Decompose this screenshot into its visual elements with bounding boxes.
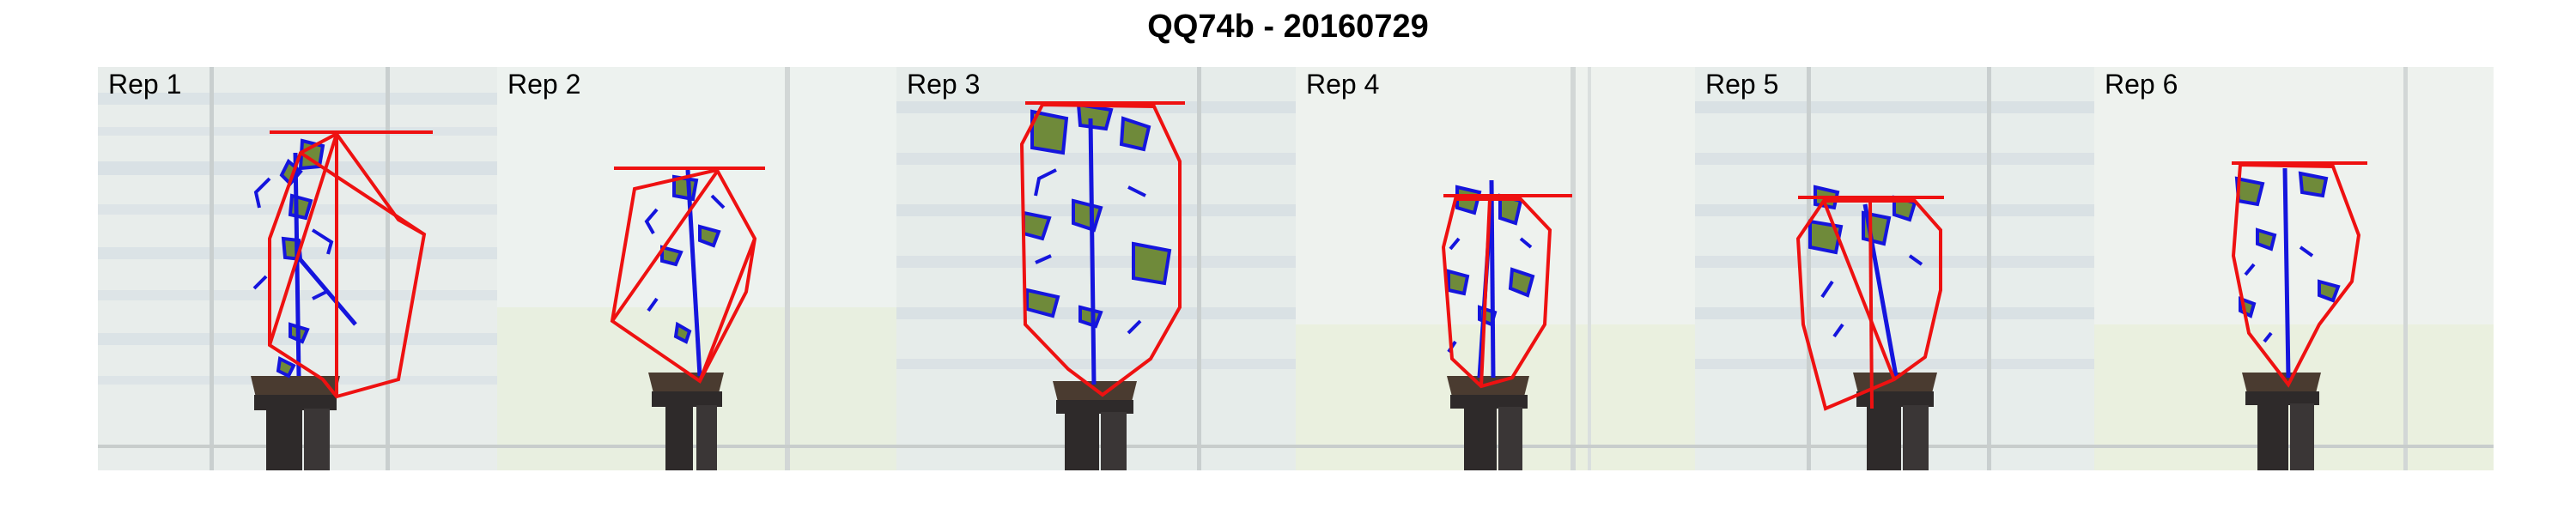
image-strip: Rep 1 (98, 67, 2494, 470)
plant-image-rep-5 (1695, 67, 2094, 470)
rep-label-1: Rep 1 (108, 69, 182, 100)
rep-label-3: Rep 3 (907, 69, 981, 100)
rep-panel-6: Rep 6 (2094, 67, 2494, 470)
rep-label-6: Rep 6 (2105, 69, 2178, 100)
figure-title: QQ74b - 20160729 (1147, 9, 1429, 45)
rep-panel-5: Rep 5 (1695, 67, 2094, 470)
rep-panel-4: Rep 4 (1296, 67, 1695, 470)
rep-label-5: Rep 5 (1705, 69, 1779, 100)
rep-panel-2: Rep 2 (497, 67, 896, 470)
rep-panel-3: Rep 3 (896, 67, 1296, 470)
plant-image-rep-4 (1296, 67, 1695, 470)
rep-panel-1: Rep 1 (98, 67, 497, 470)
plant-image-rep-1 (98, 67, 497, 470)
plant-image-rep-3 (896, 67, 1296, 470)
plant-image-rep-2 (497, 67, 896, 470)
rep-label-4: Rep 4 (1306, 69, 1380, 100)
plant-image-rep-6 (2094, 67, 2494, 470)
rep-label-2: Rep 2 (507, 69, 581, 100)
